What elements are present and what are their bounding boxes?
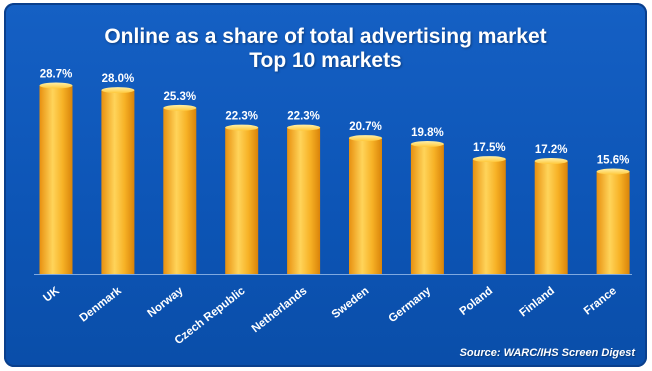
bar-top xyxy=(39,82,73,89)
bar-chart: 28.7% 28.0% 25.3% 22.3% 22.3% 20.7% 19.8% 17.5%… xyxy=(34,69,632,347)
category-label: UK xyxy=(41,284,62,304)
category-label: Netherlands xyxy=(250,285,310,335)
category-label: Sweden xyxy=(330,285,372,321)
bar-poland xyxy=(472,159,506,274)
category-label: Norway xyxy=(146,285,187,320)
bar-top xyxy=(225,124,259,131)
bar-netherlands xyxy=(287,127,321,275)
bar-top xyxy=(349,135,382,142)
category-label: France xyxy=(582,285,619,318)
source-note: Source: WARC/IHS Screen Digest xyxy=(459,347,635,359)
category-label: Germany xyxy=(387,285,434,326)
bar-top xyxy=(534,158,568,165)
bar-czech-republic xyxy=(225,127,259,275)
category-label: Finland xyxy=(517,285,557,320)
value-label: 22.3% xyxy=(287,111,320,123)
bar-top xyxy=(287,124,321,131)
bar-top xyxy=(410,140,444,147)
bar-top xyxy=(472,156,506,163)
value-label: 28.0% xyxy=(102,73,135,85)
value-label: 17.5% xyxy=(473,142,506,154)
bar-france xyxy=(596,171,630,274)
bar-norway xyxy=(163,107,197,274)
chart-title: Online as a share of total advertising m… xyxy=(104,25,547,48)
bar-denmark xyxy=(101,90,135,274)
value-label: 20.7% xyxy=(349,121,382,133)
value-label: 17.2% xyxy=(535,144,568,156)
bar-sweden xyxy=(349,138,382,274)
value-label: 15.6% xyxy=(597,155,630,167)
bar-finland xyxy=(534,161,568,274)
bar-top xyxy=(101,87,135,94)
value-label: 22.3% xyxy=(225,111,258,123)
bar-top xyxy=(596,168,630,175)
chart-frame: Online as a share of total advertising m… xyxy=(4,3,647,367)
chart-subtitle: Top 10 markets xyxy=(249,49,402,72)
value-label: 28.7% xyxy=(40,69,73,81)
bar-germany xyxy=(410,143,444,274)
bar-top xyxy=(163,104,197,111)
category-label: Poland xyxy=(458,285,496,318)
value-label: 25.3% xyxy=(163,91,196,103)
category-label: Denmark xyxy=(78,285,125,325)
bar-uk xyxy=(39,85,73,274)
value-label: 19.8% xyxy=(411,127,444,139)
